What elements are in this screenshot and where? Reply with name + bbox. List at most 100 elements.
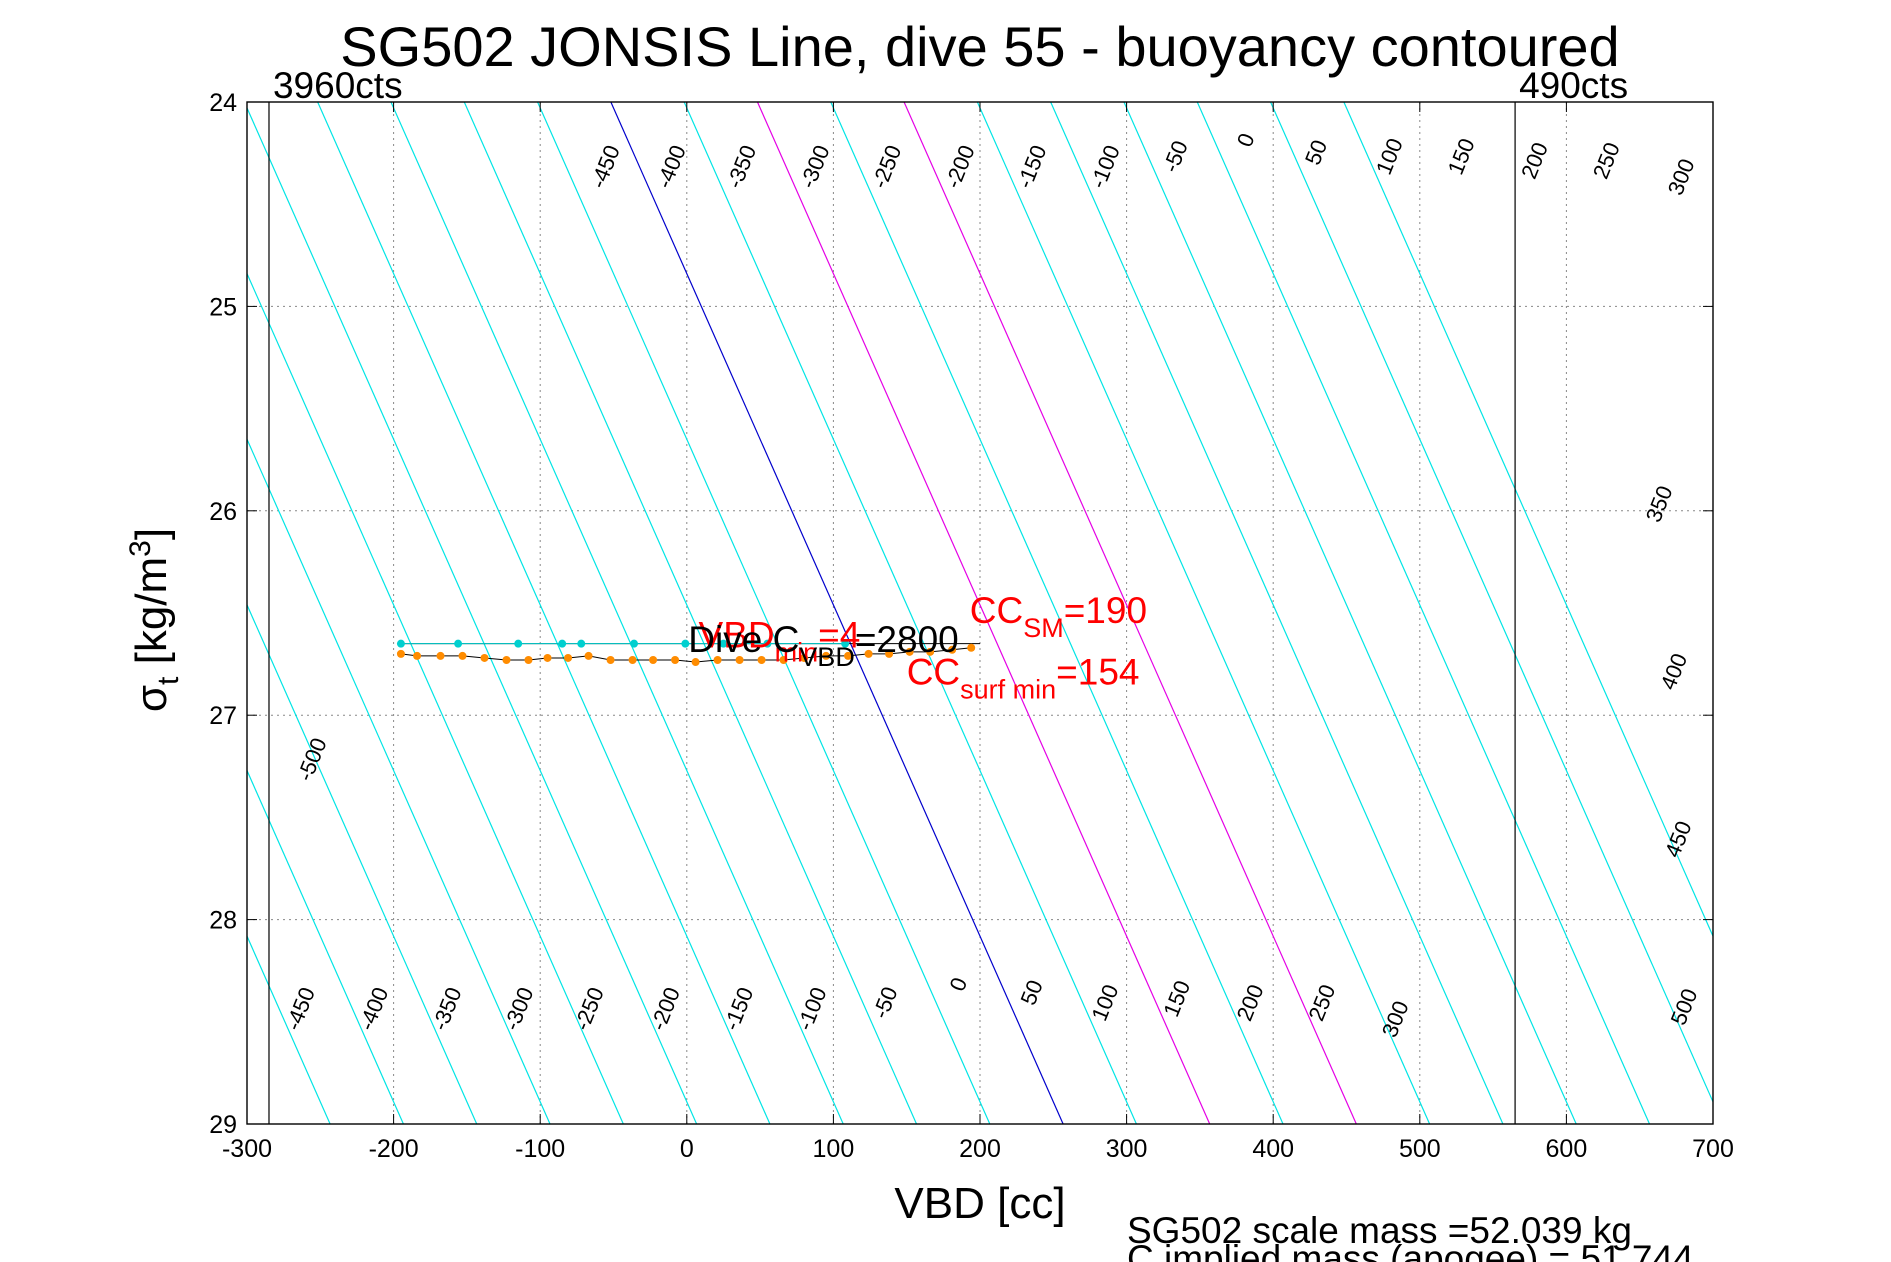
annotation-value: =2800 (855, 619, 959, 660)
series-point (524, 656, 533, 665)
tick-layer: -300 -200 -100 0 100 200 300 400 500 600 700242526… (209, 89, 1734, 1163)
series-point (779, 656, 788, 665)
series-point (396, 639, 405, 648)
contour-label: -300 (499, 984, 539, 1034)
series-point (564, 653, 573, 662)
limit-line-layer: 3960cts 490cts (268, 65, 1628, 1124)
annotation-main: CC (970, 590, 1023, 631)
series-point (822, 651, 831, 660)
series-point (606, 656, 615, 665)
contour-label: 500 (1666, 985, 1703, 1028)
series-point (967, 643, 976, 652)
contour-line (830, 102, 1284, 1124)
contour-label: -350 (722, 142, 762, 192)
series-point (926, 647, 935, 656)
y-tick-label: 28 (209, 907, 237, 935)
x-tick-label: 700 (1692, 1135, 1734, 1163)
contour-line (903, 102, 1357, 1124)
contour-label: 150 (1443, 135, 1480, 178)
series-point (713, 656, 722, 665)
series-point (691, 658, 700, 667)
annotation-subscript: min (775, 638, 819, 668)
x-axis-label: VBD [cc] (894, 1179, 1065, 1228)
contour-line (247, 272, 624, 1124)
contour-line (610, 102, 1064, 1124)
contour-line (1196, 102, 1651, 1124)
series-point (719, 639, 728, 648)
series-point (800, 653, 809, 662)
annotation-value: =190 (1064, 590, 1147, 631)
contour-label: -300 (795, 142, 835, 192)
contour-label: -50 (1158, 137, 1193, 176)
series-point (480, 653, 489, 662)
x-tick-label: 500 (1399, 1135, 1441, 1163)
contour-label: -100 (1085, 142, 1125, 192)
y-tick-label: 29 (209, 1111, 237, 1139)
annotation-ccsurf: CCsurf min=154 (907, 652, 1140, 705)
contour-label: -500 (292, 734, 332, 784)
series-layer (396, 639, 980, 667)
series-point (558, 639, 567, 648)
contour-line (756, 102, 1211, 1124)
contour-label: -100 (792, 984, 832, 1034)
limit-label: 490cts (1519, 65, 1628, 106)
contour-line (1270, 102, 1713, 1104)
series-point (543, 653, 552, 662)
contour-line (463, 102, 918, 1124)
footer-implied-mass: C implied mass (apogee) = 51.744 (1127, 1238, 1694, 1262)
contour-line (317, 102, 771, 1124)
contour-label: 250 (1303, 981, 1340, 1024)
series-point (584, 651, 593, 660)
contour-line (247, 934, 331, 1124)
series-point (413, 651, 422, 660)
series-point (905, 647, 914, 656)
contour-line (247, 603, 478, 1124)
contour-label: 200 (1232, 981, 1269, 1024)
contour-label: 100 (1371, 135, 1408, 178)
contour-label: -450 (585, 142, 625, 192)
annotation-value: =154 (1056, 652, 1139, 693)
annotation-main: VBD (699, 615, 775, 656)
series-point (671, 656, 680, 665)
annotation-ccsm: CCSM=190 (970, 590, 1147, 643)
contour-label: -150 (1012, 142, 1052, 192)
contour-label: 100 (1087, 981, 1124, 1024)
contour-line (247, 437, 551, 1124)
annotation-subscript: SM (1023, 613, 1064, 643)
series-point (948, 645, 957, 654)
limit-label: 3960cts (273, 65, 403, 106)
x-tick-label: -100 (515, 1135, 565, 1163)
chart-title: SG502 JONSIS Line, dive 55 - buoyancy co… (340, 15, 1619, 78)
contour-label: 0 (1232, 130, 1260, 151)
y-axis-label-subscript: t (152, 676, 185, 685)
contour-label: 200 (1516, 139, 1553, 182)
annotation-main: CC (907, 652, 960, 693)
annotation-subscript: surf min (960, 675, 1056, 705)
contour-label: 150 (1158, 977, 1195, 1020)
y-tick-label: 26 (209, 498, 237, 526)
contour-label: 350 (1641, 482, 1678, 525)
contour-label: 450 (1660, 817, 1697, 860)
contour-label: 0 (945, 974, 973, 995)
y-tick-label: 24 (209, 89, 237, 117)
y-axis-label-symbol: σ (127, 685, 176, 712)
contour-line (247, 106, 698, 1124)
series-point (514, 639, 523, 648)
contour-label: -200 (645, 984, 685, 1034)
series-point (628, 656, 637, 665)
contour-label-layer: -450 -400 -350 -300 -250 -200 -150 -100 -50 0 50 10… (280, 130, 1702, 1041)
contour-layer (247, 102, 1713, 1124)
contour-line (683, 102, 1137, 1124)
contour-line (247, 769, 404, 1124)
x-tick-label: 600 (1546, 1135, 1588, 1163)
series-point (864, 649, 873, 658)
contour-label: -50 (868, 983, 903, 1022)
y-tick-label: 25 (209, 293, 237, 321)
annotation-main: Dive C (688, 619, 799, 660)
x-tick-label: 200 (959, 1135, 1001, 1163)
series-line (400, 647, 972, 663)
series-point (841, 639, 850, 648)
y-axis-label-superscript: 3 (124, 540, 157, 557)
annotation-subscript: VBD (799, 642, 855, 672)
